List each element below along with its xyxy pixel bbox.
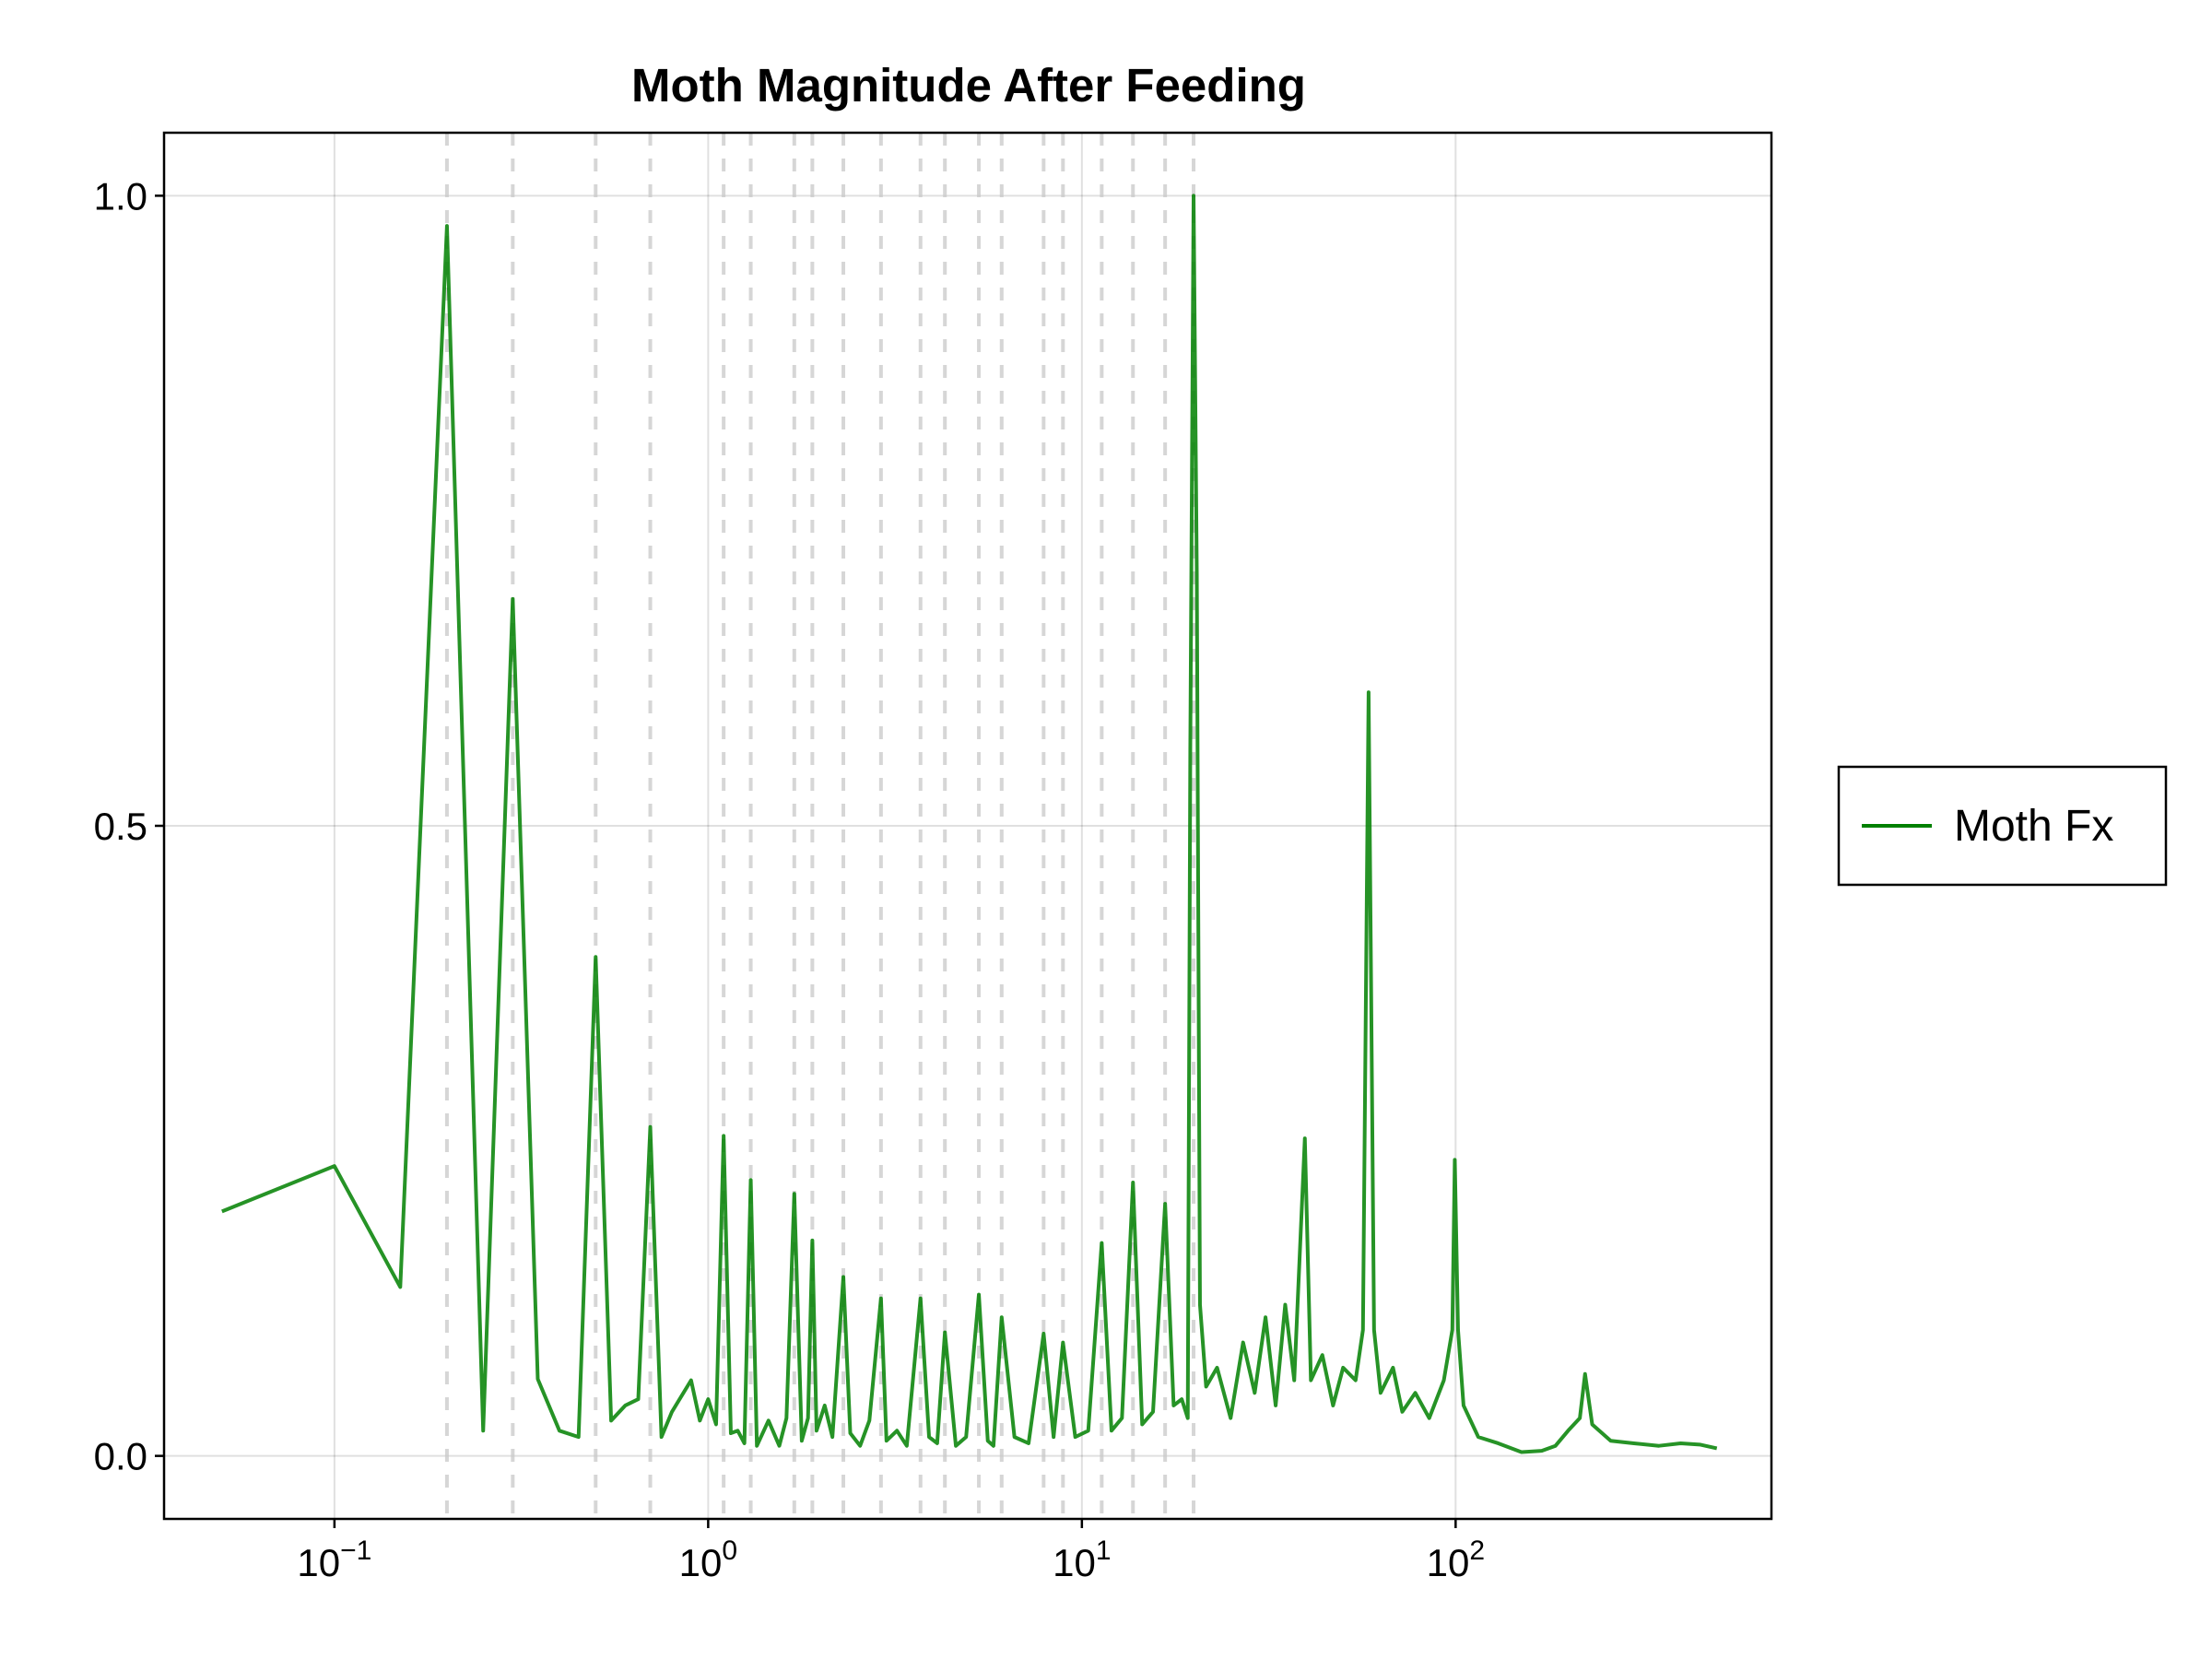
x-tick-label-0: 10−1 xyxy=(297,1535,371,1584)
x-tick-label-2: 101 xyxy=(1053,1535,1111,1584)
legend: Moth Fx xyxy=(1837,765,2168,887)
x-tick-labels: 10−1 100 101 102 xyxy=(297,1519,1485,1584)
y-tick-label-0: 0.0 xyxy=(94,1435,147,1478)
y-tick-label-1: 0.5 xyxy=(94,805,147,848)
y-tick-label-2: 1.0 xyxy=(94,174,147,218)
series-line-moth-fx xyxy=(221,194,1718,1454)
y-tick-labels: 0.0 0.5 1.0 xyxy=(94,174,164,1478)
grid-layer xyxy=(164,133,1771,1519)
chart-title: Moth Magnitude After Feeding xyxy=(631,59,1306,112)
x-tick-label-1: 100 xyxy=(679,1535,737,1584)
x-tick-label-3: 102 xyxy=(1427,1535,1485,1584)
legend-label: Moth Fx xyxy=(1954,802,2113,851)
series-layer xyxy=(221,194,1718,1454)
